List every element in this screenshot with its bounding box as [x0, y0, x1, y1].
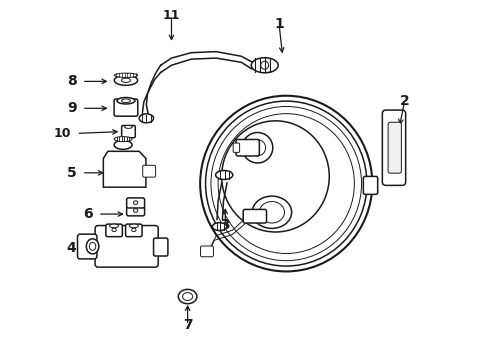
FancyBboxPatch shape [125, 224, 142, 237]
Text: 3: 3 [220, 218, 230, 232]
Ellipse shape [110, 224, 119, 228]
Ellipse shape [114, 140, 132, 149]
Ellipse shape [124, 126, 132, 129]
FancyBboxPatch shape [114, 99, 138, 116]
Ellipse shape [251, 58, 278, 73]
Text: 5: 5 [67, 166, 76, 180]
FancyBboxPatch shape [236, 139, 259, 156]
Text: 1: 1 [274, 17, 284, 31]
Text: 10: 10 [53, 127, 71, 140]
Ellipse shape [216, 171, 233, 180]
Ellipse shape [212, 223, 227, 230]
Ellipse shape [129, 224, 138, 228]
Polygon shape [103, 151, 146, 187]
FancyBboxPatch shape [243, 210, 267, 223]
Ellipse shape [114, 73, 138, 77]
FancyBboxPatch shape [126, 198, 145, 208]
Ellipse shape [117, 98, 135, 104]
FancyBboxPatch shape [95, 226, 158, 267]
Text: 6: 6 [83, 207, 93, 221]
FancyBboxPatch shape [106, 224, 122, 237]
Ellipse shape [114, 75, 138, 85]
FancyBboxPatch shape [233, 143, 240, 152]
FancyBboxPatch shape [122, 126, 135, 138]
Text: 4: 4 [67, 241, 76, 255]
FancyBboxPatch shape [153, 238, 168, 256]
FancyBboxPatch shape [126, 206, 145, 216]
Ellipse shape [86, 239, 99, 254]
FancyBboxPatch shape [382, 110, 406, 185]
FancyBboxPatch shape [200, 246, 214, 257]
Ellipse shape [114, 136, 132, 141]
Text: 2: 2 [400, 94, 410, 108]
Text: 8: 8 [67, 75, 76, 89]
Ellipse shape [178, 289, 197, 304]
Text: 11: 11 [163, 9, 180, 22]
FancyBboxPatch shape [143, 165, 156, 177]
Text: 9: 9 [67, 101, 76, 115]
FancyBboxPatch shape [388, 122, 401, 173]
Text: 7: 7 [183, 318, 193, 332]
FancyBboxPatch shape [364, 176, 378, 194]
Ellipse shape [139, 114, 153, 123]
FancyBboxPatch shape [77, 234, 97, 259]
